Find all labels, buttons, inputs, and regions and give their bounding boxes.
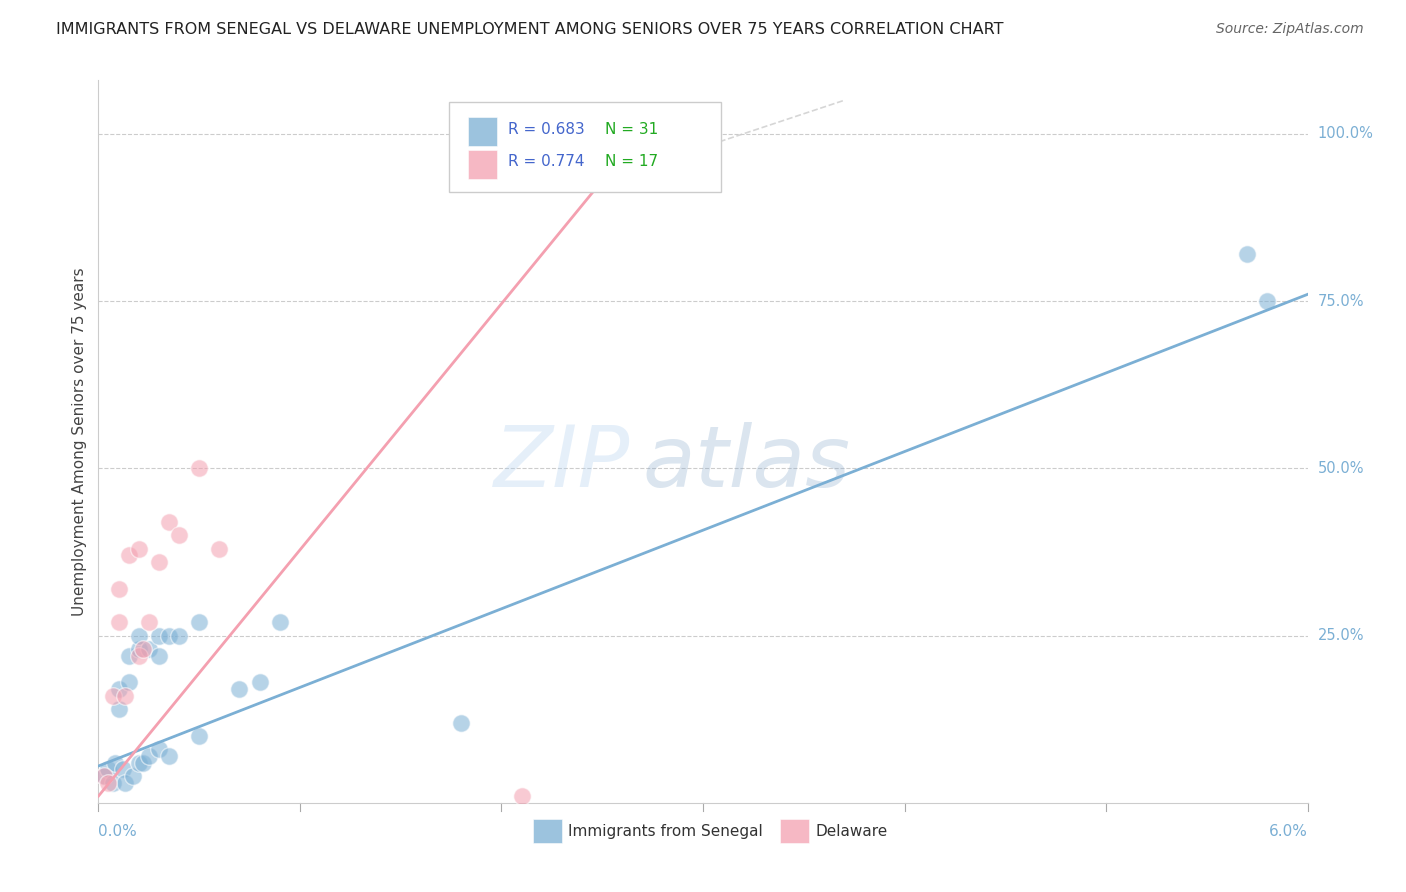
Point: [132, 756, 155, 770]
Point: [510, 789, 533, 804]
Text: R = 0.683: R = 0.683: [509, 122, 585, 136]
Point: [114, 689, 136, 703]
Point: [118, 675, 141, 690]
Text: 50.0%: 50.0%: [1317, 461, 1364, 475]
Text: 25.0%: 25.0%: [1317, 628, 1364, 643]
Text: 6.0%: 6.0%: [1268, 824, 1308, 839]
Point: [128, 541, 150, 556]
Point: [101, 689, 124, 703]
Point: [107, 582, 129, 596]
Point: [128, 648, 150, 663]
FancyBboxPatch shape: [533, 819, 561, 843]
Point: [103, 756, 125, 770]
Point: [138, 749, 160, 764]
Point: [148, 555, 170, 569]
Point: [93, 769, 115, 783]
Y-axis label: Unemployment Among Seniors over 75 years: Unemployment Among Seniors over 75 years: [72, 268, 87, 615]
Point: [188, 615, 211, 630]
Point: [107, 615, 129, 630]
Point: [157, 515, 180, 529]
Point: [1236, 247, 1258, 261]
Text: 75.0%: 75.0%: [1317, 293, 1364, 309]
Point: [148, 648, 170, 663]
Text: Source: ZipAtlas.com: Source: ZipAtlas.com: [1216, 22, 1364, 37]
Point: [450, 715, 472, 730]
Point: [107, 681, 129, 696]
Point: [188, 729, 211, 743]
Point: [111, 762, 134, 776]
FancyBboxPatch shape: [468, 117, 498, 146]
Text: N = 31: N = 31: [605, 122, 658, 136]
Point: [167, 628, 190, 642]
FancyBboxPatch shape: [449, 102, 721, 193]
Point: [97, 776, 120, 790]
Text: R = 0.774: R = 0.774: [509, 154, 585, 169]
Text: atlas: atlas: [643, 422, 851, 505]
Point: [93, 769, 115, 783]
Point: [208, 541, 231, 556]
Point: [138, 615, 160, 630]
Point: [128, 756, 150, 770]
Point: [101, 776, 124, 790]
Point: [138, 642, 160, 657]
Point: [118, 648, 141, 663]
Point: [269, 615, 291, 630]
Point: [148, 742, 170, 756]
Text: 100.0%: 100.0%: [1317, 127, 1374, 141]
Point: [249, 675, 271, 690]
Point: [228, 681, 250, 696]
Point: [1256, 294, 1278, 309]
Point: [132, 642, 155, 657]
Point: [114, 776, 136, 790]
Text: IMMIGRANTS FROM SENEGAL VS DELAWARE UNEMPLOYMENT AMONG SENIORS OVER 75 YEARS COR: IMMIGRANTS FROM SENEGAL VS DELAWARE UNEM…: [56, 22, 1004, 37]
Point: [157, 749, 180, 764]
FancyBboxPatch shape: [780, 819, 810, 843]
Point: [128, 642, 150, 657]
Text: 0.0%: 0.0%: [98, 824, 138, 839]
Point: [128, 628, 150, 642]
Point: [148, 628, 170, 642]
Text: ZIP: ZIP: [494, 422, 630, 505]
Point: [631, 113, 654, 128]
Point: [97, 762, 120, 776]
FancyBboxPatch shape: [468, 150, 498, 178]
Text: N = 17: N = 17: [605, 154, 658, 169]
Point: [167, 528, 190, 542]
Text: Immigrants from Senegal: Immigrants from Senegal: [568, 824, 762, 839]
Point: [188, 461, 211, 475]
Point: [157, 628, 180, 642]
Point: [121, 769, 143, 783]
Point: [118, 548, 141, 563]
Text: Delaware: Delaware: [815, 824, 887, 839]
Point: [107, 702, 129, 716]
